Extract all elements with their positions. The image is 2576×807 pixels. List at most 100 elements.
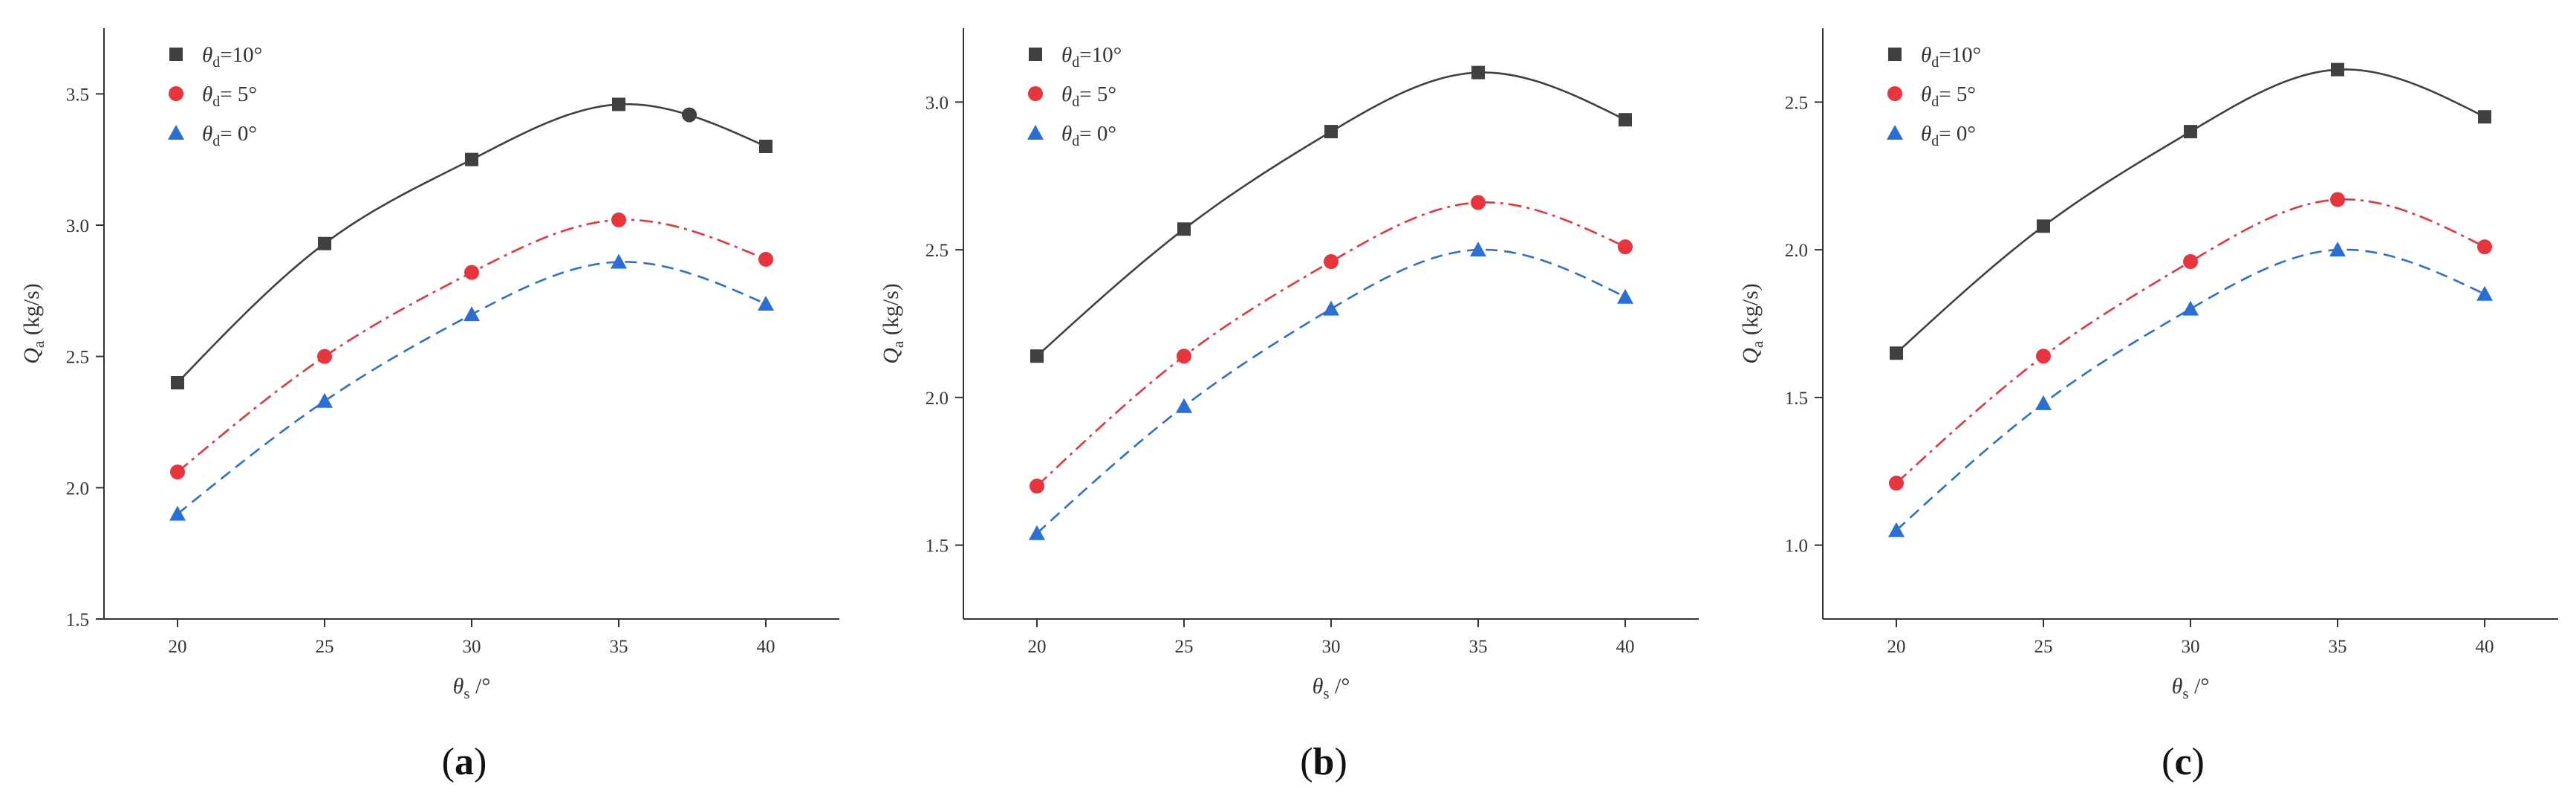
x-tick-label: 30 [2182, 637, 2200, 657]
x-axis-title: θs /° [453, 674, 491, 702]
y-tick-label: 3.5 [66, 85, 89, 105]
data-point-circle [1324, 254, 1339, 270]
data-point-triangle [2476, 285, 2493, 301]
data-point-triangle [464, 306, 480, 322]
legend-label: θd=10° [1921, 43, 1981, 71]
data-point-square [2331, 62, 2344, 77]
data-point-circle [758, 251, 773, 267]
chart-panel-b: 1.5 2.0 2.5 3.0 20 25 30 35 40 θs /° Qa (kg/s) θd=1… [879, 28, 1699, 783]
data-point-square [465, 152, 478, 166]
data-point-square [318, 236, 331, 250]
legend-marker-square [1888, 48, 1902, 61]
data-point-circle [464, 265, 479, 280]
y-axis-title: Qa (kg/s) [19, 283, 48, 364]
y-tick-label: 2.0 [926, 389, 949, 409]
data-point-triangle [758, 296, 774, 311]
data-point-square [612, 97, 625, 111]
legend-label: θd= 0° [1061, 122, 1116, 149]
y-tick-label: 1.5 [1785, 389, 1808, 409]
x-tick-label: 20 [169, 637, 187, 657]
series-curve-circle [1896, 198, 2485, 484]
y-tick-label: 2.0 [1785, 241, 1808, 261]
x-tick-label: 35 [2329, 637, 2347, 657]
data-point-square [1177, 222, 1191, 236]
data-point-triangle [2182, 300, 2199, 316]
legend-label: θd= 5° [1921, 82, 1976, 110]
panel-label: (b) [1300, 741, 1347, 783]
data-point-square [1890, 346, 1903, 360]
legend-label: θd=10° [1061, 43, 1122, 71]
series-curve-circle [177, 218, 767, 473]
data-point-triangle [611, 253, 627, 269]
chart-panel-a: 1.5 2.0 2.5 3.0 3.5 20 25 30 35 40 θs /° Qa (kg/s) θ… [19, 28, 839, 783]
x-tick-label: 40 [757, 637, 775, 657]
legend-marker-square [1029, 48, 1042, 61]
y-tick-label: 3.0 [66, 216, 89, 236]
data-point-circle [2330, 192, 2345, 207]
data-point-square [171, 376, 184, 389]
legend-label: θd= 0° [202, 122, 257, 149]
data-point-circle [1889, 476, 1904, 491]
series-curve-triangle [1896, 248, 2485, 531]
x-tick-label: 25 [2035, 637, 2053, 657]
data-point-circle [170, 464, 185, 480]
x-axis-title: θs /° [2172, 674, 2210, 702]
legend-marker-triangle [168, 125, 184, 140]
data-point-square [1324, 125, 1338, 139]
x-axis-title: θs /° [1313, 674, 1350, 702]
panel-label: (a) [442, 741, 487, 783]
chart-panel-c: 1.0 1.5 2.0 2.5 20 25 30 35 40 θs /° Qa (kg/s) θd=1… [1738, 28, 2558, 783]
y-tick-label: 2.5 [1785, 93, 1808, 113]
data-point-circle [1177, 349, 1191, 364]
x-tick-label: 35 [610, 637, 628, 657]
x-tick-label: 20 [1887, 637, 1906, 657]
data-point-triangle [2035, 395, 2052, 410]
y-tick-label: 2.0 [66, 479, 89, 499]
series-curve-circle [1036, 201, 1626, 487]
data-point-triangle [1470, 242, 1486, 257]
data-point-triangle [1029, 525, 1045, 540]
legend-marker-circle [1887, 86, 1902, 101]
data-point-circle [317, 349, 332, 364]
data-point-triangle [1617, 288, 1633, 304]
x-tick-label: 25 [1175, 637, 1194, 657]
y-tick-label: 1.5 [66, 610, 89, 630]
y-tick-label: 1.5 [926, 537, 949, 557]
x-tick-label: 25 [316, 637, 334, 657]
legend-label: θd=10° [202, 43, 262, 71]
legend-label: θd= 5° [1061, 82, 1116, 110]
y-tick-label: 3.0 [926, 93, 949, 113]
legend-label: θd= 0° [1921, 122, 1976, 149]
y-axis-title: Qa (kg/s) [1738, 283, 1766, 364]
series-curve-triangle [177, 261, 767, 515]
data-point-triangle [169, 505, 186, 521]
data-point-triangle [1323, 300, 1339, 316]
legend-marker-circle [1028, 86, 1043, 101]
panel-label: (c) [2162, 741, 2205, 783]
series-curve-square [177, 103, 767, 383]
data-point-square [2478, 110, 2491, 124]
y-tick-label: 2.5 [66, 348, 89, 368]
data-point-square [1619, 113, 1632, 127]
legend-marker-triangle [1887, 125, 1903, 140]
data-point-square [1471, 65, 1485, 80]
data-point-square [2037, 219, 2050, 233]
y-tick-label: 1.0 [1785, 537, 1808, 557]
data-point-circle [2477, 239, 2492, 255]
data-point-circle [1618, 239, 1633, 255]
legend-marker-circle [169, 86, 183, 101]
data-point-triangle [316, 392, 333, 408]
data-point-square [2184, 125, 2197, 139]
data-point-circle [2036, 349, 2051, 364]
data-point-circle [1471, 195, 1486, 210]
data-point-circle [611, 212, 626, 227]
x-tick-label: 30 [1322, 637, 1341, 657]
y-axis-title: Qa (kg/s) [879, 283, 907, 364]
x-tick-label: 35 [1469, 637, 1488, 657]
legend-marker-square [169, 48, 183, 61]
legend-marker-triangle [1027, 125, 1044, 140]
data-point-triangle [2329, 242, 2346, 257]
y-tick-label: 2.5 [926, 241, 949, 261]
data-point-square [1030, 349, 1044, 363]
